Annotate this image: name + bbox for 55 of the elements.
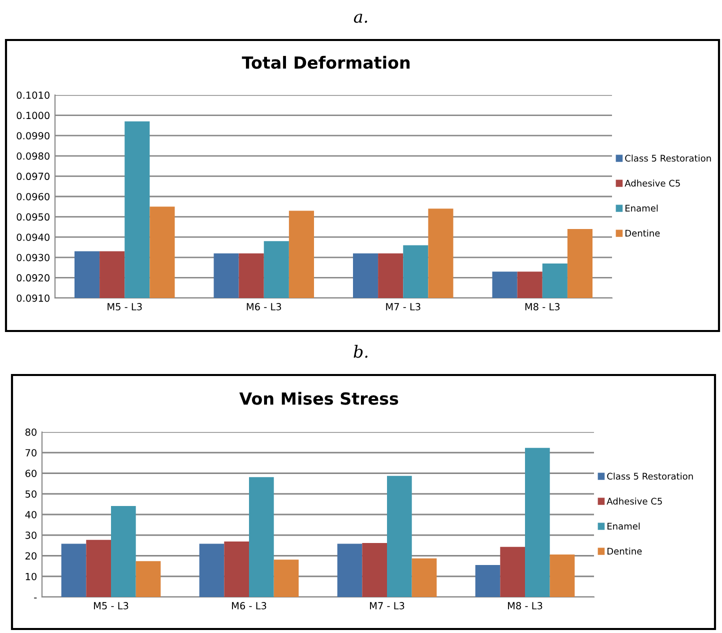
legend-label: Dentine [608,548,642,555]
legend-label: Adhesive C5 [606,498,662,505]
x-tick-label: M8 - L3 [508,602,542,610]
chart-title: Von Mises Stress [239,392,398,405]
y-tick-label: 50 [26,490,36,498]
y-tick-label: 0.0950 [16,213,50,221]
bar [525,448,550,597]
bar [111,506,136,597]
legend-label: Enamel [626,204,658,212]
legend-label: Dentine [626,230,660,237]
x-tick-label: M5 - L3 [108,303,142,310]
bar [249,477,274,597]
x-tick-label: M5 - L3 [94,602,128,610]
x-tick-label: M6 - L3 [232,602,266,610]
text: a. [354,14,368,23]
bar [387,476,412,597]
legend-label: Class 5 Restoration [625,154,711,162]
bar [224,542,249,597]
y-tick-label: 0.1010 [16,91,50,99]
y-tick-label: 0.0960 [16,192,50,200]
chart-title: Total Deformation [242,56,410,69]
y-tick-label: 70 [26,449,36,456]
bar [199,544,224,597]
bar [475,565,500,597]
y-tick-label: 10 [26,572,36,580]
bar [61,544,86,597]
bar [274,560,299,597]
bar [136,561,161,597]
legend-label: Enamel [608,522,640,530]
y-tick-label: 20 [25,552,36,560]
y-tick-label: 0.1000 [16,112,50,120]
y-tick-label: 80 [25,428,36,436]
x-tick-label: M7 - L3 [386,303,420,310]
bar [362,542,387,597]
y-tick-label: 40 [25,510,36,518]
x-tick-label: M7 - L3 [370,602,404,610]
bar [86,540,111,597]
text: b. [354,344,368,358]
y-tick-label: 30 [26,532,36,539]
bar [412,558,437,597]
x-tick-label: M8 - L3 [525,303,560,310]
y-tick-label: 60 [25,470,36,478]
x-tick-label: M6 - L3 [246,303,282,310]
y-tick-label: 0.0910 [16,294,50,302]
bar [500,546,525,597]
bar [550,554,575,597]
y-tick-label: 0.0940 [16,234,50,241]
legend-label: Class 5 Restoration [607,472,693,480]
y-tick-label: 0.0990 [16,132,50,140]
y-tick-label: 0.0980 [16,152,50,160]
y-tick-label: 0.0930 [16,254,50,262]
y-tick-label: 0.0920 [16,274,50,282]
bar [337,544,362,597]
y-tick-label: 0.0970 [16,172,50,180]
legend-label: Adhesive C5 [624,180,680,187]
